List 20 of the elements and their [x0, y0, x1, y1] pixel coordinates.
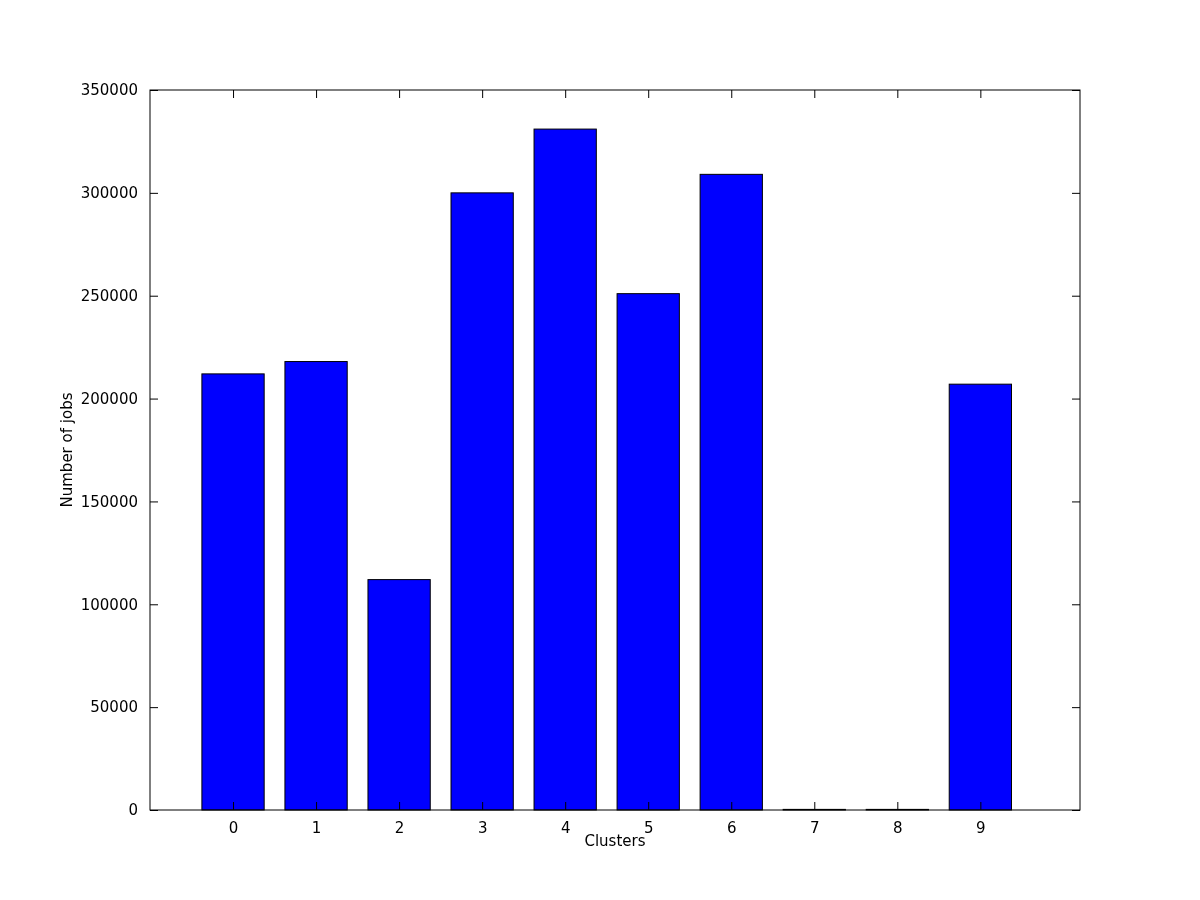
- x-tick-label: 4: [560, 818, 571, 837]
- y-tick-label: 50000: [90, 698, 138, 717]
- y-tick-label: 150000: [80, 492, 138, 511]
- x-tick-label: 3: [477, 818, 488, 837]
- y-tick-label: 0: [128, 801, 138, 820]
- x-tick-label: 8: [893, 818, 903, 837]
- x-tick-label: 0: [228, 818, 239, 837]
- x-axis-title: Clusters: [584, 832, 646, 850]
- x-tick-label: 5: [643, 818, 654, 837]
- x-tick-label: 7: [810, 818, 820, 837]
- x-tick-label: 9: [976, 818, 986, 837]
- y-tick-label: 350000: [80, 81, 138, 100]
- y-tick-label: 100000: [80, 595, 138, 614]
- y-tick-label: 250000: [80, 287, 138, 306]
- y-tick-label: 200000: [80, 389, 138, 408]
- x-tick-label: 1: [311, 818, 322, 837]
- y-tick-label: 300000: [80, 184, 138, 203]
- x-tick-label: 2: [394, 818, 405, 837]
- x-tick-label: 6: [726, 818, 737, 837]
- y-axis-title: Number of jobs: [58, 392, 76, 508]
